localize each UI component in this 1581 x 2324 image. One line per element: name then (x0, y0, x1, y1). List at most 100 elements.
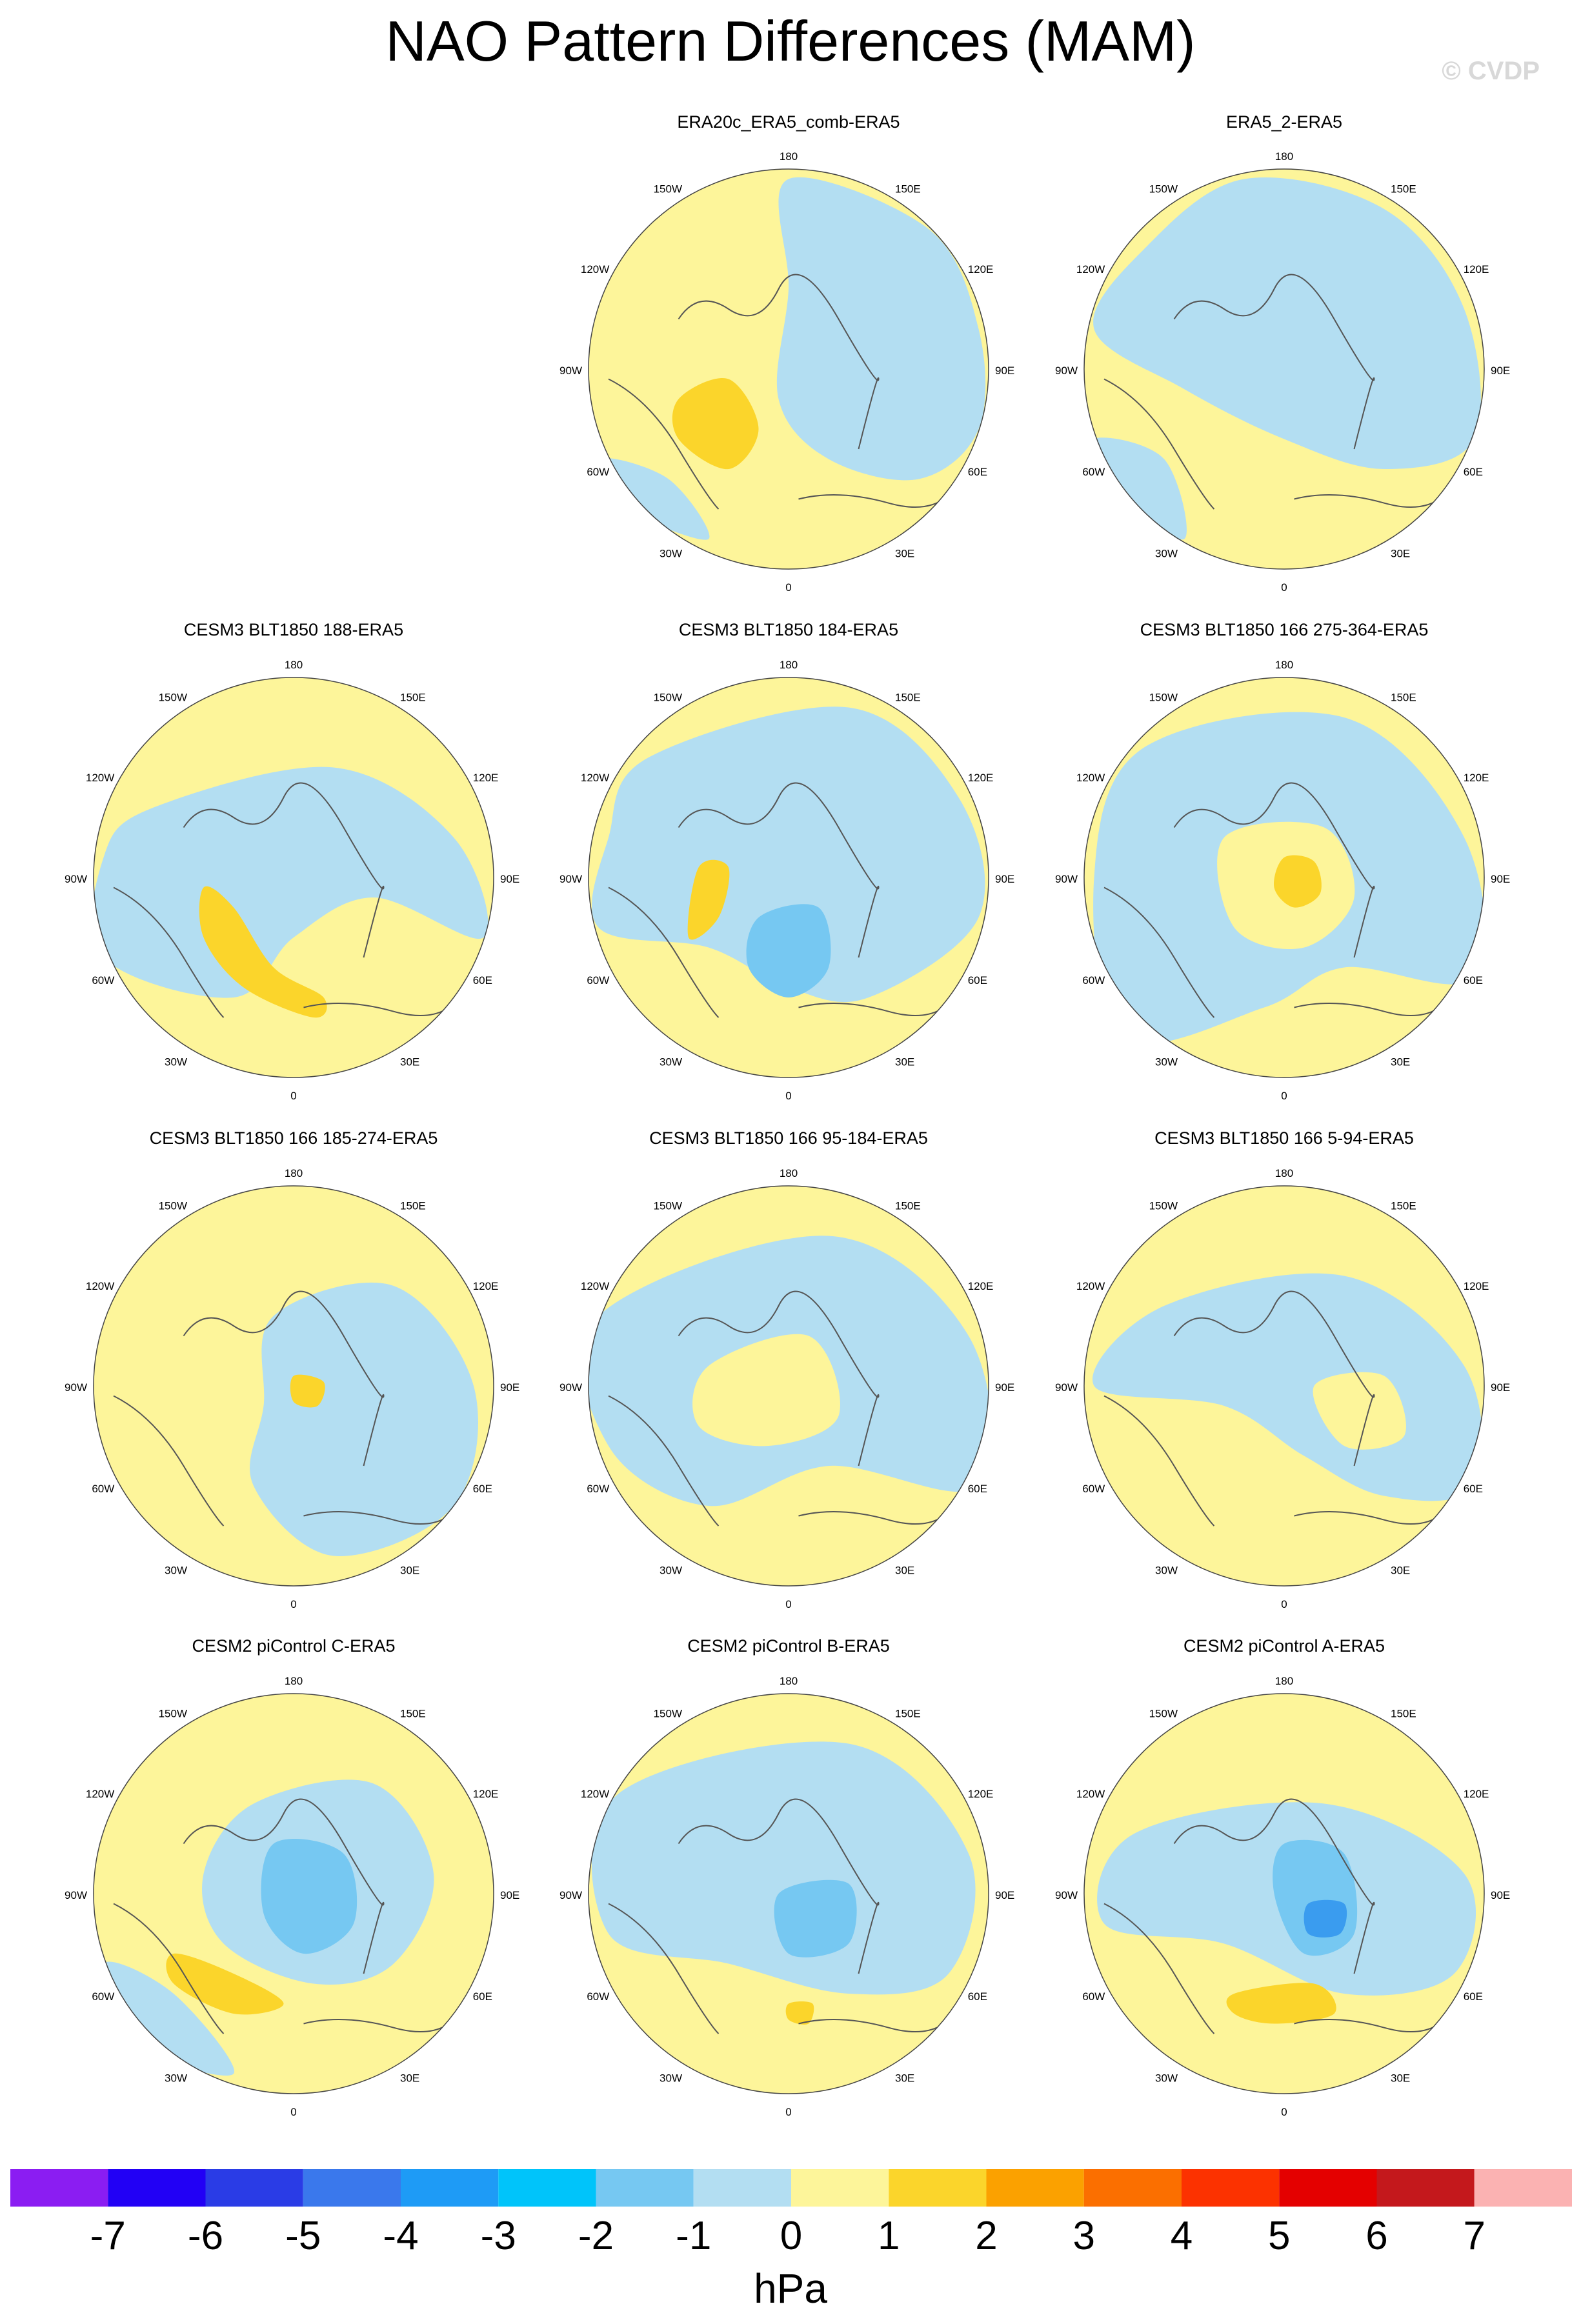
longitude-label: 30E (400, 1565, 419, 1577)
longitude-label: 30W (660, 548, 682, 560)
longitude-label: 120E (1464, 1280, 1489, 1292)
longitude-label: 120W (86, 1788, 114, 1800)
anomaly-contour (199, 886, 327, 1018)
anomaly-field (94, 677, 494, 1077)
longitude-label: 60W (1082, 1990, 1105, 2003)
anomaly-contour (692, 1334, 840, 1447)
longitude-label: 0 (785, 1090, 791, 1102)
colorbar-tick-label: 0 (780, 2214, 802, 2258)
longitude-label: 120W (1076, 772, 1105, 784)
anomaly-contour (1273, 855, 1322, 908)
longitude-label: 30W (1155, 2072, 1178, 2085)
longitude-label: 60W (587, 1483, 609, 1495)
longitude-label: 60E (968, 466, 987, 478)
map-panel: ERA20c_ERA5_comb-ERA5 180 0 90W 90E 120W 150W 1… (559, 112, 1014, 594)
colorbar-swatch (1376, 2169, 1475, 2207)
longitude-label: 60W (92, 974, 114, 987)
colorbar-swatch (986, 2169, 1084, 2207)
colorbar-swatch (596, 2169, 694, 2207)
anomaly-contour (261, 1839, 357, 1954)
longitude-label: 90E (500, 1381, 519, 1394)
longitude-label: 30W (660, 1056, 682, 1068)
anomaly-contour (785, 2001, 814, 2025)
longitude-label: 90E (995, 873, 1014, 885)
longitude-label: 60E (473, 1483, 492, 1495)
longitude-label: 150E (1391, 183, 1416, 195)
longitude-label: 180 (780, 150, 798, 163)
panel-title: CESM2 piControl B-ERA5 (687, 1636, 890, 1656)
longitude-label: 90E (1491, 873, 1510, 885)
longitude-label: 120W (581, 263, 609, 275)
longitude-label: 90W (559, 1381, 582, 1394)
panel-title: CESM3 BLT1850 166 95-184-ERA5 (649, 1128, 928, 1148)
longitude-label: 90W (65, 1381, 87, 1394)
longitude-label: 150E (1391, 1199, 1416, 1212)
anomaly-contour (746, 904, 831, 997)
colorbar-swatch (401, 2169, 499, 2207)
longitude-label: 0 (785, 2106, 791, 2118)
anomaly-field (94, 1186, 494, 1586)
map-boundary (93, 677, 494, 1078)
colorbar-tick-label: 5 (1268, 2214, 1290, 2258)
map-boundary (588, 168, 989, 570)
anomaly-field (94, 1694, 494, 2094)
longitude-label: 90E (1491, 365, 1510, 377)
colorbar-tick-label: -1 (676, 2214, 711, 2258)
map-panel: CESM3 BLT1850 188-ERA5 180 0 90W 90E 120W 150W… (65, 620, 519, 1102)
colorbar-tick-label: -3 (481, 2214, 516, 2258)
longitude-label: 180 (780, 659, 798, 671)
longitude-label: 150E (895, 1707, 921, 1719)
panel-title: ERA5_2-ERA5 (1226, 112, 1342, 132)
colorbar-swatch (108, 2169, 206, 2207)
anomaly-contour (1091, 437, 1187, 540)
longitude-label: 120E (1464, 1788, 1489, 1800)
anomaly-contour (166, 1953, 284, 2015)
map-panel: CESM3 BLT1850 166 275-364-ERA5 180 0 90W 90E… (1055, 620, 1510, 1102)
longitude-label: 60E (473, 1990, 492, 2003)
longitude-label: 60W (1082, 974, 1105, 987)
longitude-label: 120E (1464, 263, 1489, 275)
longitude-label: 180 (285, 1167, 303, 1179)
longitude-label: 60E (968, 1483, 987, 1495)
longitude-label: 30W (1155, 1565, 1178, 1577)
longitude-label: 150W (159, 691, 187, 703)
longitude-label: 150E (895, 1199, 921, 1212)
longitude-label: 60W (587, 974, 609, 987)
longitude-label: 120W (1076, 263, 1105, 275)
longitude-label: 60W (92, 1483, 114, 1495)
anomaly-contour (687, 859, 730, 940)
panel-title: CESM2 piControl A-ERA5 (1183, 1636, 1385, 1656)
longitude-label: 120E (968, 1788, 994, 1800)
longitude-label: 180 (1275, 659, 1293, 671)
map-panels: ERA20c_ERA5_comb-ERA5 180 0 90W 90E 120W 150W 1… (65, 112, 1510, 2118)
longitude-label: 30E (895, 2072, 914, 2085)
longitude-label: 180 (780, 1167, 798, 1179)
longitude-label: 30E (1391, 2072, 1410, 2085)
map-boundary (1083, 168, 1485, 570)
longitude-label: 120W (581, 1788, 609, 1800)
longitude-label: 60E (1464, 466, 1483, 478)
colorbar-swatch (205, 2169, 303, 2207)
longitude-label: 60E (473, 974, 492, 987)
anomaly-field (589, 677, 989, 1077)
longitude-label: 0 (290, 2106, 296, 2118)
colorbar-tick-label: -7 (90, 2214, 126, 2258)
longitude-label: 150W (654, 183, 682, 195)
panel-title: CESM2 piControl C-ERA5 (192, 1636, 395, 1656)
colorbar-tick-label: 3 (1073, 2214, 1095, 2258)
longitude-label: 180 (285, 1675, 303, 1687)
longitude-label: 90W (559, 365, 582, 377)
map-boundary (1083, 1693, 1485, 2094)
colorbar-swatch (889, 2169, 987, 2207)
colorbar-swatch (10, 2169, 108, 2207)
map-panel: ERA5_2-ERA5 180 0 90W 90E 120W 150W 150E 120E 60W… (1055, 112, 1510, 594)
anomaly-contour (591, 1741, 976, 1995)
anomaly-contour (774, 1879, 857, 1958)
longitude-label: 120E (473, 1788, 499, 1800)
anomaly-contour (290, 1374, 325, 1408)
longitude-label: 180 (1275, 1167, 1293, 1179)
anomaly-contour (94, 766, 488, 998)
longitude-label: 180 (285, 659, 303, 671)
colorbar-tick-label: 1 (878, 2214, 900, 2258)
map-panel: CESM3 BLT1850 166 5-94-ERA5 180 0 90W 90E 120… (1055, 1128, 1510, 1610)
